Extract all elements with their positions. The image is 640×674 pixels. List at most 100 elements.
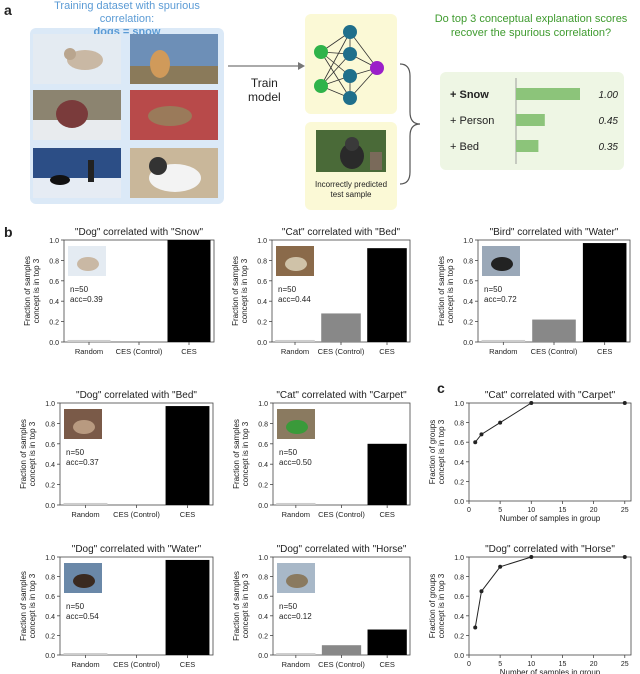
x-tick-label: CES (Control) — [318, 660, 365, 669]
data-point — [529, 555, 534, 559]
dataset-title-text: Training dataset with spurious correlati… — [54, 0, 200, 25]
x-tick-label: 25 — [621, 507, 629, 514]
neural-network-diagram — [314, 25, 384, 105]
y-axis-label-line1: Fraction of samples — [232, 571, 241, 641]
y-axis-label: Fraction of samplesconcept is in top 3 — [23, 256, 41, 326]
train-model-label: Train model — [248, 76, 281, 104]
x-tick-label: 0 — [467, 507, 471, 514]
y-tick-label: 1.0 — [45, 401, 55, 408]
photo-dog-horse-subject — [286, 574, 308, 588]
bar-random — [67, 339, 111, 342]
y-axis-label-line2: concept is in top 3 — [32, 258, 41, 323]
x-tick-label: CES — [379, 510, 394, 519]
data-point — [473, 440, 478, 445]
x-tick-label: Random — [489, 347, 517, 356]
x-tick-label: 0 — [467, 661, 471, 668]
x-tick-label: 10 — [527, 661, 535, 668]
chart-1: "Dog" correlated with "Snow" 0.0 0.2 0.4 0.6… — [23, 227, 215, 356]
y-axis-label-line2: concept is in top 3 — [241, 421, 250, 486]
accuracy: acc=0.72 — [484, 295, 517, 304]
y-tick-label: 0.4 — [454, 614, 464, 621]
chart-3: "Bird" correlated with "Water" 0.0 0.2 0.4 0… — [437, 227, 631, 356]
score-value: 1.00 — [599, 90, 619, 101]
photo-dog-snow-subject — [77, 257, 99, 271]
y-tick-label: 0.4 — [49, 299, 59, 306]
x-tick-label: Random — [75, 347, 103, 356]
y-tick-label: 0.2 — [45, 633, 55, 640]
y-tick-label: 0.8 — [454, 575, 464, 582]
bar-ces — [367, 629, 407, 655]
x-tick-label: CES — [180, 510, 195, 519]
y-tick-label: 0.6 — [257, 279, 267, 286]
y-axis-label-line1: Fraction of samples — [232, 419, 241, 489]
y-tick-label: 0.6 — [258, 594, 268, 601]
x-tick-label: 20 — [590, 661, 598, 668]
y-tick-label: 0.2 — [258, 633, 268, 640]
score-bar — [516, 114, 545, 126]
train-label-line2: model — [248, 90, 281, 104]
photo-dog-snow-2 — [33, 90, 121, 140]
y-tick-label: 0.0 — [463, 340, 473, 347]
curly-brace — [399, 63, 421, 185]
chart-9: "Dog" correlated with "Horse" 0.0 0.2 0.4 0.… — [428, 544, 632, 674]
y-axis-label: Fraction of samplesconcept is in top 3 — [437, 256, 455, 326]
y-tick-label: 0.8 — [49, 258, 59, 265]
photo-dog-snow-3 — [33, 148, 121, 198]
x-tick-label: CES (Control) — [113, 510, 160, 519]
photo-dog-water — [64, 563, 102, 593]
y-tick-label: 0.2 — [49, 320, 59, 327]
train-arrow — [228, 62, 305, 70]
x-tick-label: 15 — [559, 507, 567, 514]
x-tick-label: CES — [379, 347, 394, 356]
data-point — [479, 589, 484, 594]
y-tick-label: 1.0 — [258, 401, 268, 408]
x-tick-label: 15 — [559, 661, 567, 668]
y-tick-label: 1.0 — [258, 555, 268, 562]
series-line — [474, 556, 625, 628]
chart-2: "Cat" correlated with "Bed" 0.0 0.2 0.4 0.6 0… — [231, 227, 411, 356]
y-axis-label-line1: Fraction of groups — [428, 574, 437, 638]
panel-c-letter: c — [437, 380, 445, 396]
bar-ces — [367, 443, 407, 505]
panel-b-letter: b — [4, 224, 13, 240]
input-node-2 — [314, 79, 328, 93]
data-point — [529, 401, 534, 405]
y-axis-label: Fraction of samplesconcept is in top 3 — [19, 419, 37, 489]
dataset-photo-grid — [33, 34, 218, 198]
photo-dog-bed — [64, 409, 102, 439]
y-tick-label: 1.0 — [49, 238, 59, 245]
y-tick-label: 0.2 — [257, 320, 267, 327]
y-tick-label: 0.4 — [45, 462, 55, 469]
y-tick-label: 0.6 — [454, 440, 464, 447]
photo-dog-horse — [277, 563, 315, 593]
data-point — [622, 555, 627, 559]
accuracy: acc=0.44 — [278, 295, 311, 304]
chart-title: "Cat" correlated with "Bed" — [282, 227, 401, 238]
photo-cat-bed — [276, 246, 314, 276]
panel-a-letter: a — [4, 2, 12, 18]
bar-ces — [167, 240, 211, 342]
accuracy: acc=0.37 — [66, 458, 99, 467]
y-tick-label: 0.6 — [49, 279, 59, 286]
x-tick-label: CES (Control) — [318, 510, 365, 519]
x-tick-label: CES (Control) — [116, 347, 163, 356]
y-tick-label: 0.0 — [49, 340, 59, 347]
y-axis-label-line1: Fraction of samples — [437, 256, 446, 326]
chart-title: "Dog" correlated with "Water" — [72, 544, 202, 555]
y-tick-label: 0.2 — [258, 483, 268, 490]
data-point — [498, 420, 503, 425]
score-label: + Person — [450, 115, 494, 127]
y-tick-label: 0.4 — [257, 299, 267, 306]
y-tick-label: 1.0 — [454, 555, 464, 562]
y-axis-label-line2: concept is in top 3 — [437, 419, 446, 484]
hidden-node-1 — [343, 25, 357, 39]
photo-cat-white — [130, 148, 218, 198]
y-axis-label-line1: Fraction of samples — [23, 256, 32, 326]
photo-bird-water — [482, 246, 520, 276]
accuracy: acc=0.54 — [66, 612, 99, 621]
y-axis-label-line2: concept is in top 3 — [240, 258, 249, 323]
chart-6: "Cat" correlated with "Carpet" 0.0 0.2 0.4 0… — [428, 390, 632, 523]
y-axis-label: Fraction of samplesconcept is in top 3 — [19, 571, 37, 641]
y-tick-label: 0.2 — [454, 633, 464, 640]
x-tick-label: Random — [282, 510, 310, 519]
